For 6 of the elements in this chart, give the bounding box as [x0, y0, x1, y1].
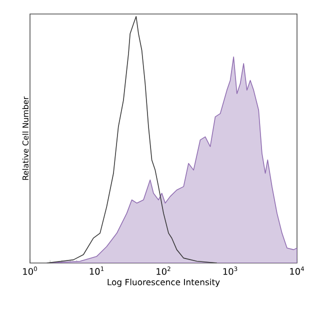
x-tick-label: 10$^{4}$: [290, 266, 304, 275]
x-tick-label: 10$^{1}$: [90, 266, 104, 275]
x-tick-label: 10$^{0}$: [23, 266, 37, 275]
x-tick-label: 10$^{3}$: [223, 266, 238, 275]
x-tick-label: 10$^{2}$: [156, 266, 170, 275]
x-axis-title: Log Fluorescence Intensity: [108, 278, 220, 287]
